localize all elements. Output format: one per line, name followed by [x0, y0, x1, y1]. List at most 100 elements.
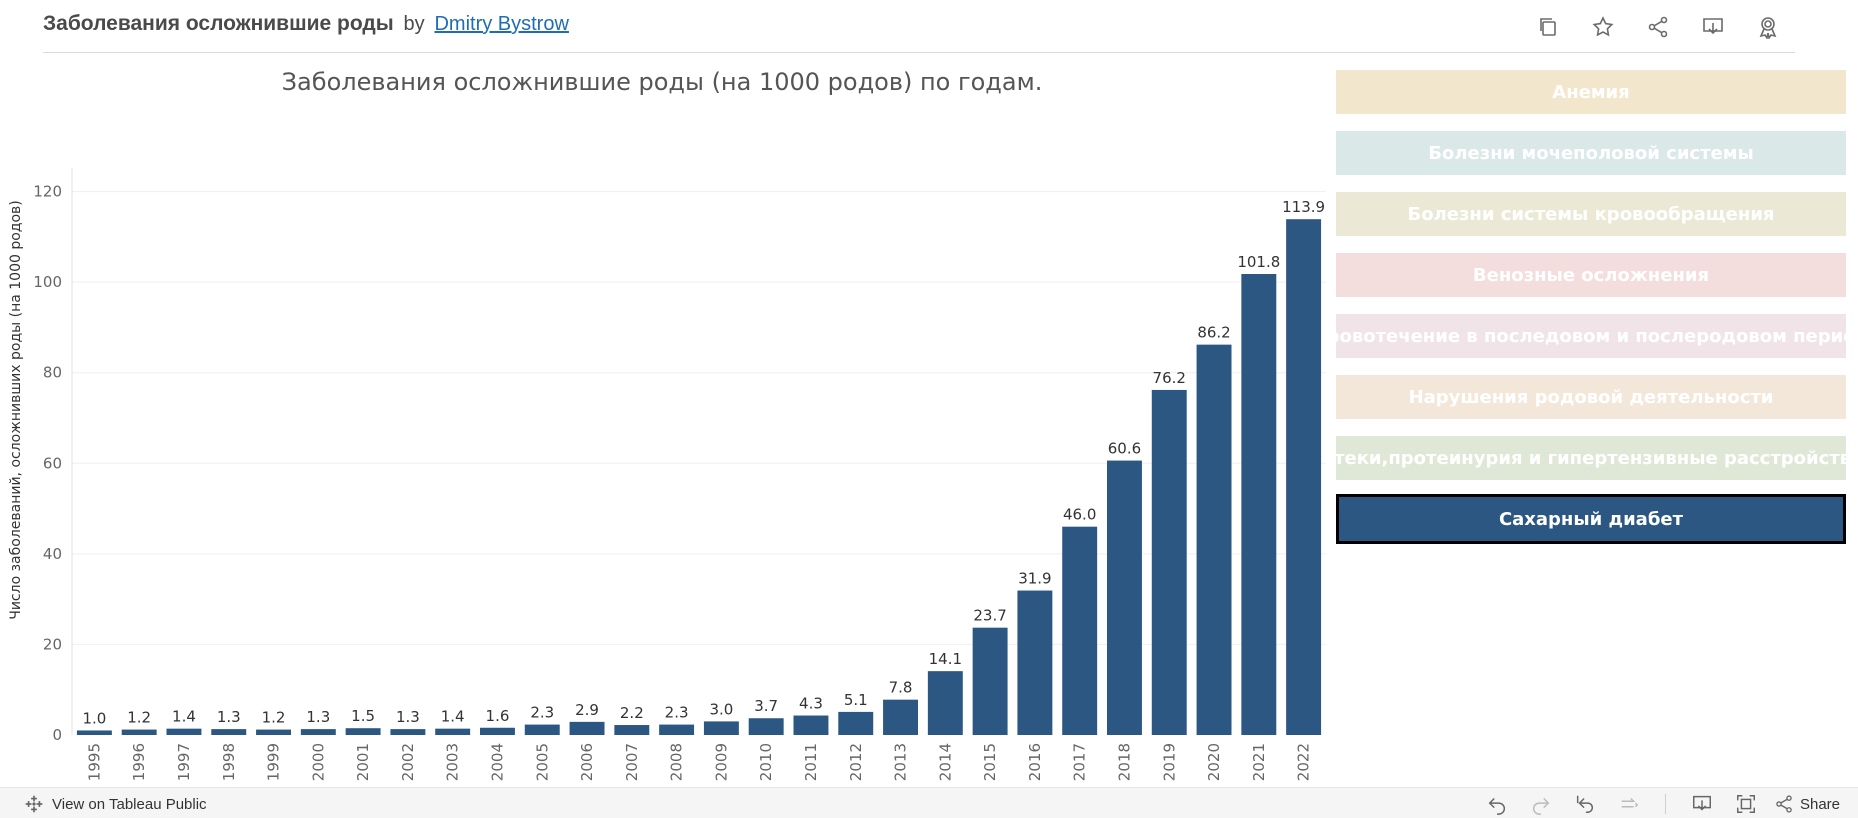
- y-tick-label: 100: [33, 273, 62, 291]
- filter-item[interactable]: Отеки,протеинурия и гипертензивные расст…: [1336, 436, 1846, 480]
- bar-value-label: 1.3: [396, 708, 420, 726]
- x-tick-label: 2008: [668, 743, 686, 781]
- x-tick-label: 2011: [802, 743, 820, 781]
- bar-value-label: 1.3: [217, 708, 241, 726]
- x-tick-label: 2004: [488, 743, 506, 781]
- bar-value-label: 1.2: [127, 709, 151, 727]
- bar[interactable]: [883, 699, 919, 735]
- x-tick-label: 2010: [757, 743, 775, 781]
- bar[interactable]: [569, 721, 605, 735]
- x-tick-label: 2009: [712, 743, 730, 781]
- bar[interactable]: [1196, 344, 1232, 735]
- x-tick-label: 1997: [175, 743, 193, 781]
- bar-value-label: 86.2: [1197, 324, 1230, 342]
- bar[interactable]: [838, 711, 874, 735]
- bar[interactable]: [121, 729, 157, 735]
- filter-item[interactable]: Болезни системы кровообращения: [1336, 192, 1846, 236]
- bar[interactable]: [793, 715, 829, 735]
- x-tick-label: 1999: [265, 743, 283, 781]
- bar-value-label: 1.3: [306, 708, 330, 726]
- filter-item[interactable]: Сахарный диабет: [1336, 494, 1846, 544]
- bar[interactable]: [1017, 590, 1053, 735]
- bar[interactable]: [1286, 219, 1322, 736]
- bar-value-label: 23.7: [973, 607, 1006, 625]
- bar[interactable]: [703, 721, 739, 735]
- bar[interactable]: [479, 727, 515, 735]
- bar[interactable]: [748, 718, 784, 735]
- bar[interactable]: [345, 728, 381, 735]
- filter-item[interactable]: Анемия: [1336, 70, 1846, 114]
- bar[interactable]: [614, 725, 650, 735]
- duplicate-icon[interactable]: [1520, 10, 1575, 44]
- download-icon[interactable]: [1685, 10, 1740, 44]
- bar-value-label: 7.8: [889, 679, 913, 697]
- refresh-icon[interactable]: [1607, 791, 1651, 817]
- x-tick-label: 2014: [936, 743, 954, 781]
- bar-value-label: 1.4: [172, 708, 196, 726]
- bar[interactable]: [972, 627, 1008, 735]
- x-tick-label: 2003: [444, 743, 462, 781]
- x-tick-label: 2006: [578, 743, 596, 781]
- bar-chart: Заболевания осложнившие роды (на 1000 ро…: [8, 68, 1326, 781]
- x-tick-label: 2012: [847, 743, 865, 781]
- bar[interactable]: [76, 730, 112, 735]
- viz-header: Заболевания осложнившие роды by Dmitry B…: [43, 8, 1795, 53]
- share-button[interactable]: Share: [1768, 794, 1846, 814]
- download-icon[interactable]: [1680, 791, 1724, 817]
- bar[interactable]: [659, 724, 695, 735]
- x-tick-label: 2017: [1071, 743, 1089, 781]
- bar[interactable]: [390, 729, 426, 735]
- x-tick-label: 2002: [399, 743, 417, 781]
- star-icon[interactable]: [1575, 10, 1630, 44]
- bars: [76, 219, 1322, 736]
- bar[interactable]: [256, 729, 292, 735]
- by-label: by: [403, 13, 425, 35]
- share-label: Share: [1799, 795, 1840, 813]
- bar[interactable]: [524, 724, 560, 735]
- bar[interactable]: [211, 729, 247, 735]
- y-tick-label: 20: [43, 635, 62, 653]
- bar-value-label: 3.0: [709, 700, 733, 718]
- bar-value-label: 2.3: [665, 704, 689, 722]
- bar[interactable]: [1151, 389, 1187, 735]
- bar-value-label: 1.0: [82, 709, 106, 727]
- filter-item[interactable]: Болезни мочеполовой системы: [1336, 131, 1846, 175]
- share-icon[interactable]: [1630, 10, 1685, 44]
- bar[interactable]: [1062, 526, 1098, 735]
- badge-icon[interactable]: [1740, 10, 1795, 44]
- view-on-label: View on Tableau Public: [52, 795, 207, 813]
- bar[interactable]: [166, 728, 202, 735]
- revert-icon[interactable]: [1563, 791, 1607, 817]
- x-tick-label: 2015: [981, 743, 999, 781]
- bar[interactable]: [1106, 460, 1142, 735]
- bar-value-label: 60.6: [1108, 440, 1141, 458]
- header-actions: [1520, 10, 1795, 44]
- undo-icon[interactable]: [1475, 791, 1519, 817]
- bar[interactable]: [927, 671, 963, 735]
- bar-value-label: 1.6: [486, 707, 510, 725]
- x-tick-label: 2001: [354, 743, 372, 781]
- bar[interactable]: [435, 728, 471, 735]
- bar-value-label: 2.9: [575, 701, 599, 719]
- x-axis-ticks: 1995 1996 1997 1998 1999 2000 2001 2002 2003 2004…: [85, 743, 1312, 781]
- filter-item[interactable]: Кровотечение в последовом и послеродовом…: [1336, 314, 1846, 358]
- author-link[interactable]: Dmitry Bystrow: [434, 13, 569, 35]
- y-tick-label: 40: [43, 545, 62, 563]
- redo-icon[interactable]: [1519, 791, 1563, 817]
- bar[interactable]: [300, 729, 336, 735]
- filter-item[interactable]: Нарушения родовой деятельности: [1336, 375, 1846, 419]
- bar-value-label: 101.8: [1237, 253, 1280, 271]
- bar-value-label: 2.2: [620, 704, 644, 722]
- viz-title: Заболевания осложнившие роды: [43, 12, 394, 35]
- bar-value-label: 113.9: [1282, 198, 1325, 216]
- bar-value-label: 1.2: [262, 709, 286, 727]
- bar-value-label: 31.9: [1018, 570, 1051, 588]
- bar[interactable]: [1241, 274, 1277, 735]
- toolbar-actions: Share: [1475, 791, 1846, 817]
- viz-title-row: Заболевания осложнившие роды by Dmitry B…: [43, 12, 569, 36]
- bar-value-label: 1.5: [351, 707, 375, 725]
- filter-item[interactable]: Венозные осложнения: [1336, 253, 1846, 297]
- view-on-tableau-link[interactable]: View on Tableau Public: [24, 794, 207, 814]
- x-tick-label: 2019: [1160, 743, 1178, 781]
- fullscreen-icon[interactable]: [1724, 791, 1768, 817]
